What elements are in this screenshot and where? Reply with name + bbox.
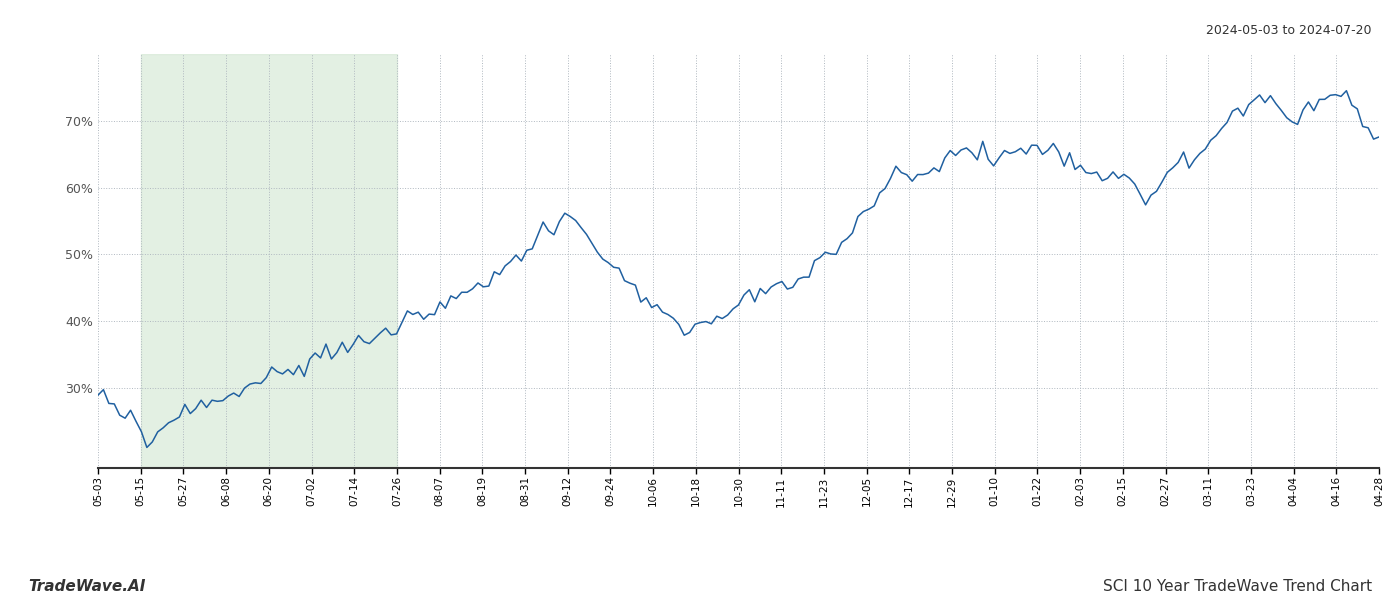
Text: TradeWave.AI: TradeWave.AI	[28, 579, 146, 594]
Text: 2024-05-03 to 2024-07-20: 2024-05-03 to 2024-07-20	[1207, 24, 1372, 37]
Text: SCI 10 Year TradeWave Trend Chart: SCI 10 Year TradeWave Trend Chart	[1103, 579, 1372, 594]
Bar	[140, 54, 398, 468]
